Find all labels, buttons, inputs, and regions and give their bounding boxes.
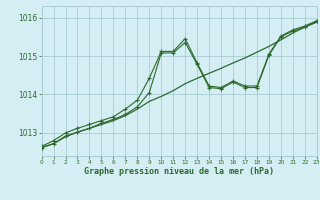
X-axis label: Graphe pression niveau de la mer (hPa): Graphe pression niveau de la mer (hPa) [84, 167, 274, 176]
